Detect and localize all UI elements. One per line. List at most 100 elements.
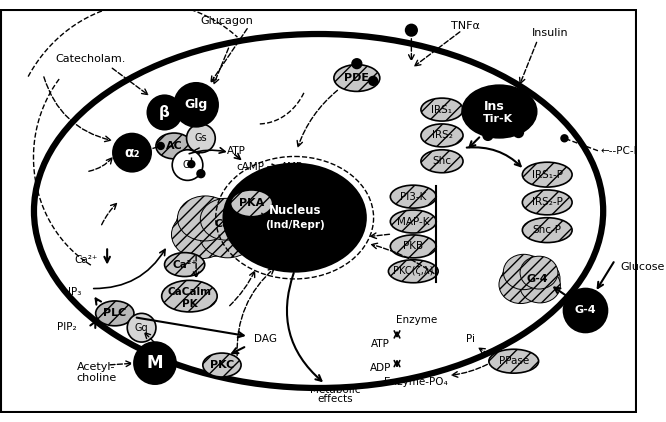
- Ellipse shape: [502, 256, 560, 302]
- Circle shape: [186, 124, 215, 153]
- Text: Shc: Shc: [432, 156, 452, 166]
- Circle shape: [513, 128, 523, 137]
- Ellipse shape: [388, 260, 438, 283]
- Text: Glucose: Glucose: [620, 262, 664, 273]
- Circle shape: [563, 289, 607, 333]
- Text: Glucagon: Glucagon: [200, 16, 253, 26]
- Text: AMP: AMP: [280, 162, 303, 172]
- Text: ATP: ATP: [372, 339, 390, 349]
- Text: Catecholam.: Catecholam.: [55, 54, 126, 64]
- Text: Acetyl-
choline: Acetyl- choline: [77, 362, 117, 384]
- Text: (Ind/Repr): (Ind/Repr): [265, 220, 324, 230]
- Circle shape: [352, 59, 362, 68]
- Text: Enzyme: Enzyme: [396, 315, 437, 325]
- Circle shape: [561, 135, 568, 142]
- Ellipse shape: [489, 349, 539, 373]
- Text: ←--PC-I: ←--PC-I: [601, 146, 637, 156]
- Ellipse shape: [503, 254, 544, 289]
- Circle shape: [113, 133, 151, 172]
- Ellipse shape: [177, 196, 233, 241]
- Text: Ca²⁺: Ca²⁺: [74, 255, 98, 265]
- Ellipse shape: [421, 124, 463, 147]
- Ellipse shape: [390, 210, 436, 233]
- Ellipse shape: [203, 353, 241, 377]
- Text: IP₃: IP₃: [68, 287, 81, 298]
- Text: PPase: PPase: [499, 356, 529, 366]
- Ellipse shape: [96, 301, 134, 326]
- Ellipse shape: [520, 256, 558, 289]
- Circle shape: [174, 83, 218, 127]
- Ellipse shape: [499, 266, 543, 303]
- Text: PKC(ζ,λ): PKC(ζ,λ): [393, 266, 434, 276]
- Ellipse shape: [34, 34, 603, 388]
- Text: β: β: [159, 105, 170, 120]
- Ellipse shape: [175, 198, 255, 256]
- Text: CaCalm: CaCalm: [167, 287, 211, 298]
- Text: Gi: Gi: [182, 160, 192, 170]
- Ellipse shape: [519, 268, 560, 303]
- Ellipse shape: [462, 85, 537, 138]
- Text: PKC: PKC: [210, 360, 234, 370]
- Text: Glg: Glg: [184, 98, 208, 111]
- Ellipse shape: [162, 280, 217, 312]
- Text: M: M: [147, 354, 163, 372]
- Text: IRS₁: IRS₁: [432, 105, 452, 115]
- Circle shape: [147, 95, 182, 130]
- Ellipse shape: [171, 211, 231, 259]
- Text: IRS₂-P: IRS₂-P: [531, 197, 563, 207]
- Text: Tir-K: Tir-K: [482, 114, 513, 124]
- Text: Gs: Gs: [194, 133, 207, 143]
- Text: PLC: PLC: [103, 308, 127, 318]
- Text: Insulin: Insulin: [531, 28, 568, 38]
- Text: Shc-P: Shc-P: [533, 225, 561, 235]
- Circle shape: [483, 131, 493, 140]
- Circle shape: [188, 161, 194, 168]
- Text: Pi: Pi: [466, 334, 475, 344]
- Text: ADP: ADP: [370, 363, 392, 373]
- Text: Ca²⁺: Ca²⁺: [214, 219, 241, 230]
- Ellipse shape: [522, 190, 572, 215]
- Text: PKB: PKB: [403, 241, 424, 252]
- Text: IRS₁-P: IRS₁-P: [531, 170, 563, 180]
- Text: PDE: PDE: [344, 73, 370, 83]
- Text: Metabolic: Metabolic: [310, 385, 360, 395]
- Text: PKA: PKA: [239, 198, 264, 208]
- Ellipse shape: [421, 98, 463, 121]
- Ellipse shape: [165, 253, 204, 276]
- Text: G-4: G-4: [527, 274, 549, 284]
- Text: effects: effects: [317, 395, 353, 404]
- Ellipse shape: [390, 185, 436, 208]
- Text: ATP: ATP: [226, 146, 246, 156]
- Text: AC: AC: [166, 141, 182, 151]
- Circle shape: [197, 170, 204, 178]
- Ellipse shape: [522, 218, 572, 243]
- Text: Ins: Ins: [484, 100, 505, 113]
- Ellipse shape: [421, 150, 463, 173]
- Circle shape: [127, 314, 156, 342]
- Text: α₂: α₂: [125, 146, 140, 160]
- Text: PK: PK: [182, 299, 197, 309]
- Circle shape: [157, 143, 164, 149]
- Text: Nucleus: Nucleus: [268, 203, 321, 216]
- Text: TNFα: TNFα: [452, 22, 480, 31]
- Text: IRS₂: IRS₂: [432, 130, 452, 141]
- Text: Enzyme-PO₄: Enzyme-PO₄: [384, 377, 448, 387]
- Text: PIP₂: PIP₂: [57, 322, 77, 332]
- Text: MAP-K: MAP-K: [397, 216, 430, 227]
- Ellipse shape: [156, 133, 192, 159]
- Ellipse shape: [230, 190, 272, 217]
- Ellipse shape: [224, 164, 366, 271]
- Text: G-4: G-4: [575, 306, 596, 316]
- Ellipse shape: [334, 65, 380, 92]
- Ellipse shape: [390, 235, 436, 258]
- Circle shape: [134, 342, 176, 384]
- Text: DAG: DAG: [254, 334, 278, 344]
- Ellipse shape: [200, 198, 252, 240]
- Circle shape: [406, 24, 417, 36]
- Ellipse shape: [200, 213, 256, 258]
- Text: cAMP: cAMP: [236, 162, 264, 172]
- Text: Ca²⁺: Ca²⁺: [172, 260, 197, 270]
- Circle shape: [172, 150, 203, 180]
- Text: Gq: Gq: [135, 323, 149, 333]
- Text: PI3-K: PI3-K: [400, 192, 426, 202]
